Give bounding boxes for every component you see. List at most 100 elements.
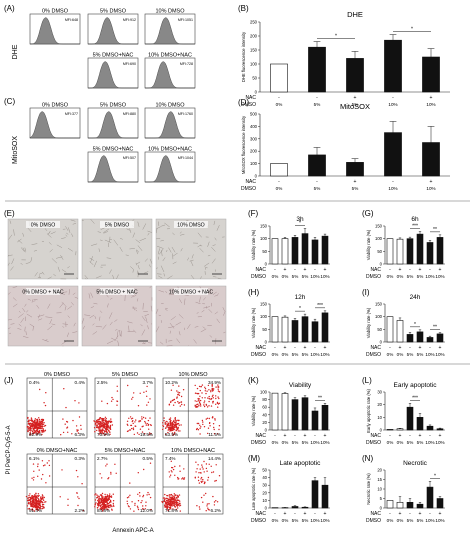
panel-letter: (I) — [362, 288, 370, 297]
quadrant-percentage: 11.5% — [208, 432, 221, 437]
flow-event-dot — [203, 471, 205, 473]
y-tick-label: 15 — [377, 477, 382, 482]
cell-texture — [10, 266, 14, 271]
flow-event-dot — [74, 400, 76, 402]
panel-letter-c: (C) — [4, 97, 15, 106]
dmso-value: 0% — [282, 518, 289, 523]
flow-event-dot — [94, 499, 97, 501]
flow-event-dot — [165, 501, 167, 504]
cell-texture — [194, 326, 199, 328]
cell-texture — [90, 219, 95, 224]
histogram-peak — [29, 111, 80, 139]
flow-event-dot — [105, 465, 107, 467]
cell-texture — [149, 258, 153, 264]
flow-event-dot — [33, 470, 35, 472]
cell-texture — [27, 227, 32, 233]
flow-event-dot — [215, 397, 217, 400]
cell-texture — [11, 258, 15, 265]
dmso-value: 0% — [397, 440, 404, 445]
flow-event-dot — [107, 425, 109, 427]
flow-event-dot — [126, 423, 128, 425]
panel-letter: (N) — [362, 454, 373, 463]
flow-event-dot — [105, 433, 107, 436]
flow-event-dot — [38, 418, 41, 421]
flow-event-dot — [200, 385, 202, 388]
flow-event-dot — [34, 494, 36, 496]
flow-event-dot — [171, 399, 174, 402]
flow-event-dot — [201, 466, 204, 468]
flow-plot: 0% DMSO 0.4% 0.4% 92.9% 6.3% — [26, 372, 88, 439]
quadrant-percentage: 0.4% — [75, 380, 85, 385]
flow-event-dot — [217, 406, 219, 408]
flow-event-dot — [171, 500, 173, 503]
nac-value: + — [304, 433, 307, 439]
flow-event-dot — [127, 430, 129, 432]
bar — [422, 142, 440, 177]
y-tick-label: 100 — [375, 236, 383, 241]
dmso-value: 5% — [292, 518, 299, 523]
flow-event-dot — [199, 389, 201, 392]
flow-event-dot — [26, 505, 29, 507]
cell-texture — [135, 239, 141, 244]
quadrant-percentage: 92.9% — [29, 432, 42, 437]
flow-event-dot — [100, 499, 102, 502]
flow-event-dot — [203, 426, 206, 428]
y-tick-label: 0 — [380, 340, 383, 345]
flow-event-dot — [109, 499, 112, 502]
flow-plot-title: 5% DMSO+NAC — [105, 448, 146, 454]
cell-texture — [135, 262, 138, 266]
y-axis-label: Early apoptotic rate (%) — [366, 389, 371, 433]
flow-event-dot — [175, 500, 177, 502]
flow-event-dot — [35, 432, 37, 434]
cell-texture — [25, 262, 30, 264]
cell-texture — [161, 250, 163, 257]
flow-event-dot — [101, 477, 103, 479]
bar — [270, 163, 288, 177]
flow-event-dot — [38, 417, 40, 419]
cell-texture — [36, 304, 40, 309]
flow-event-dot — [112, 502, 115, 505]
flow-event-dot — [149, 496, 152, 499]
cell-texture — [56, 244, 63, 248]
flow-event-dot — [45, 482, 47, 484]
flow-event-dot — [199, 395, 201, 397]
cell-texture — [195, 301, 201, 305]
flow-event-dot — [208, 417, 210, 420]
nac-value: - — [389, 267, 391, 273]
flow-event-dot — [172, 384, 174, 386]
dmso-row-label: DMSO — [366, 274, 381, 280]
nac-value: + — [399, 345, 402, 351]
flow-event-dot — [40, 501, 43, 503]
histogram-title: 5% DMSO — [100, 103, 127, 109]
cell-texture — [33, 299, 38, 301]
bar — [301, 233, 309, 265]
flow-event-dot — [101, 433, 104, 435]
flow-event-dot — [196, 505, 198, 507]
flow-event-dot — [170, 389, 173, 391]
nac-value: - — [314, 267, 316, 273]
cell-texture — [12, 297, 17, 301]
dmso-value: 5% — [417, 352, 424, 357]
flow-event-dot — [105, 504, 107, 507]
histogram-frame — [29, 13, 81, 45]
dmso-row-label: DMSO — [241, 186, 256, 192]
cell-texture — [145, 316, 148, 323]
flow-event-dot — [42, 431, 44, 433]
cell-texture — [144, 313, 150, 317]
micrograph-label: 0% DMSO — [31, 223, 56, 229]
flow-event-dot — [164, 423, 166, 425]
flow-event-dot — [41, 421, 44, 423]
cell-texture — [212, 291, 217, 295]
flow-event-dot — [37, 424, 39, 427]
flow-event-dot — [109, 433, 111, 435]
flow-event-dot — [30, 427, 32, 429]
y-tick-label: 40 — [262, 412, 267, 417]
quadrant-percentage: 0.5% — [143, 456, 153, 461]
flow-event-dot — [36, 495, 38, 497]
cell-texture — [67, 315, 70, 318]
flow-x-axis-label: Annexin APC-A — [112, 528, 153, 534]
flow-event-dot — [182, 389, 185, 391]
flow-event-dot — [180, 395, 183, 398]
flow-event-dot — [215, 479, 217, 482]
